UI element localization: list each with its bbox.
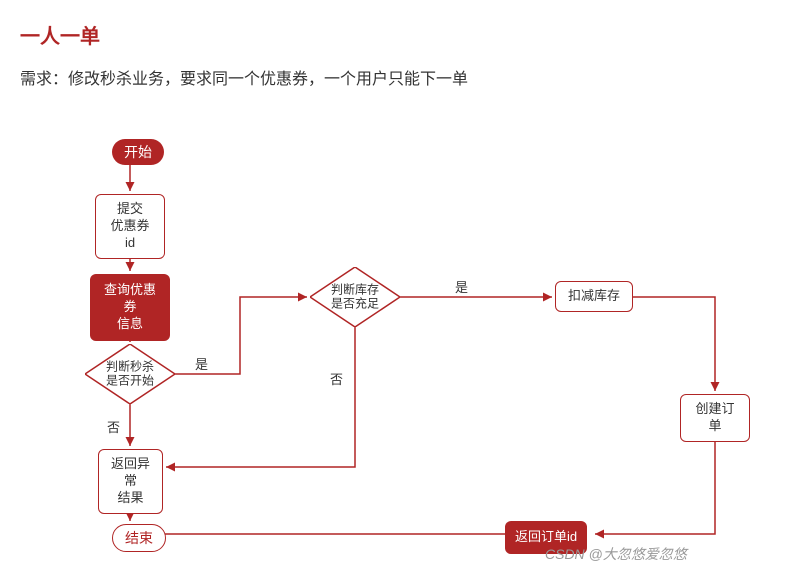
node-check-start-label: 判断秒杀是否开始 xyxy=(106,360,154,389)
watermark: CSDN @大忽悠爱忽悠 xyxy=(545,544,687,564)
node-start: 开始 xyxy=(112,139,164,165)
requirement-text: 需求：修改秒杀业务，要求同一个优惠券，一个用户只能下一单 xyxy=(20,65,778,89)
label-stock-yes: 是 xyxy=(455,277,468,296)
node-check-stock: 判断库存是否充足 xyxy=(310,267,400,327)
node-query: 查询优惠券信息 xyxy=(90,274,170,341)
node-deduct-label: 扣减库存 xyxy=(568,288,620,305)
label-stock-no: 否 xyxy=(330,369,343,388)
node-query-label: 查询优惠券信息 xyxy=(100,282,160,333)
node-submit-label: 提交优惠券id xyxy=(106,201,154,252)
label-start-yes: 是 xyxy=(195,354,208,373)
node-create-order: 创建订单 xyxy=(680,394,750,442)
node-check-stock-label: 判断库存是否充足 xyxy=(331,283,379,312)
node-return-error-label: 返回异常结果 xyxy=(109,456,152,507)
flowchart-canvas: 开始 提交优惠券id 查询优惠券信息 判断秒杀是否开始 判断库存是否充足 扣减库… xyxy=(20,119,780,569)
node-return-error: 返回异常结果 xyxy=(98,449,163,514)
page-title: 一人一单 xyxy=(20,20,778,49)
label-start-no: 否 xyxy=(107,417,120,436)
node-check-start: 判断秒杀是否开始 xyxy=(85,344,175,404)
node-submit: 提交优惠券id xyxy=(95,194,165,259)
node-deduct: 扣减库存 xyxy=(555,281,633,312)
node-create-order-label: 创建订单 xyxy=(691,401,739,435)
node-end: 结束 xyxy=(112,524,166,552)
